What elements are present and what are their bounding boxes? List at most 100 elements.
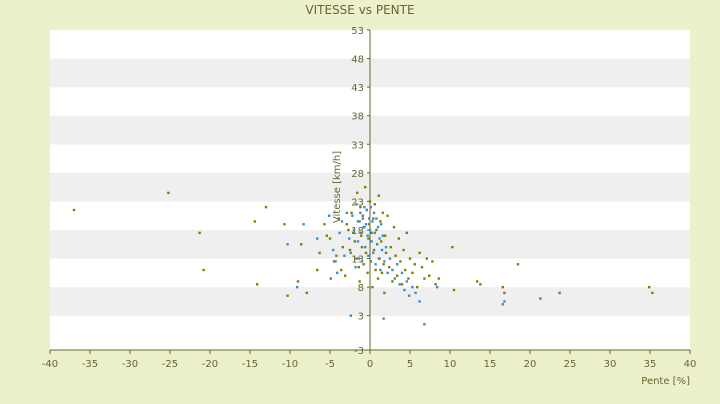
data-point-blue [382,317,385,320]
data-point-olive [411,271,414,275]
x-tick-label: 5 [407,359,413,370]
data-point-olive [501,285,504,289]
data-point-blue [352,228,356,232]
y-tick-label: 8 [358,283,364,294]
data-point-blue [373,231,376,235]
data-point-blue [328,214,331,217]
data-point-blue [361,217,364,220]
data-point-olive [358,280,361,283]
data-point-olive [391,280,394,283]
data-point-blue [355,203,358,206]
data-point-olive [345,223,348,226]
data-point-olive [428,274,431,277]
data-point-olive [323,223,326,226]
y-tick-label: 48 [351,55,364,66]
y-tick-label: 43 [351,83,364,94]
data-point-olive [356,220,360,223]
x-tick-label: -40 [42,359,58,370]
data-point-blue [372,211,376,215]
data-point-blue [348,237,351,240]
x-tick-label: -30 [122,359,138,370]
data-point-blue [370,240,373,243]
data-point-olive [383,291,386,295]
data-point-olive [476,280,479,283]
data-point-olive [452,288,456,292]
data-point-olive [296,280,300,283]
y-tick-label: 18 [351,226,364,237]
data-point-olive [420,265,424,269]
data-point-olive [253,220,256,223]
data-point-blue [367,254,370,257]
data-point-olive [369,260,372,263]
data-point-blue [369,205,372,209]
data-point-blue [364,245,367,249]
data-point-olive [413,263,416,266]
data-point-blue [357,257,360,260]
data-point-olive [418,251,421,255]
data-point-olive [416,285,419,289]
data-point-olive [286,294,289,297]
data-point-blue [378,237,381,240]
data-point-blue [376,243,379,246]
data-point-blue [296,285,299,289]
data-point-blue [388,257,392,260]
data-point-blue [334,260,337,263]
data-point-olive [374,268,377,272]
data-point-olive [431,260,434,263]
data-point-blue [380,248,384,252]
data-point-blue [405,280,408,283]
data-point-blue [349,251,352,255]
data-point-olive [337,217,340,220]
data-point-blue [340,220,344,223]
x-tick-label: 35 [644,359,657,370]
data-point-blue [286,243,289,246]
data-point-olive [380,271,384,275]
chart-title: VITESSE vs PENTE [305,3,414,17]
data-point-blue [316,237,319,240]
data-point-blue [398,283,401,286]
data-point-blue [374,263,377,266]
data-point-blue [408,294,411,297]
data-point-blue [400,271,404,275]
data-point-olive [325,234,328,237]
data-point-blue [365,208,368,212]
data-point-olive [451,245,454,249]
data-point-olive [362,263,365,266]
data-point-blue [368,217,371,220]
data-point-olive [479,283,482,286]
data-point-olive [361,214,364,217]
y-tick-label: 3 [358,312,364,323]
data-point-olive [423,277,426,280]
data-point-olive [366,271,369,275]
data-point-olive [300,243,303,246]
data-point-olive [350,211,353,215]
x-tick-label: 15 [484,359,497,370]
data-point-olive [305,291,308,295]
data-point-olive [405,231,408,235]
data-point-olive [344,274,347,277]
data-point-olive [316,268,319,272]
data-point-blue [371,220,374,223]
data-point-olive [396,274,399,277]
data-point-olive [386,214,389,217]
data-point-blue [403,288,406,292]
data-point-olive [360,234,363,237]
data-point-olive [408,257,412,260]
data-point-blue [360,231,363,235]
data-point-olive [352,231,355,235]
data-point-olive [380,240,383,243]
y-tick-label: 38 [351,112,364,123]
data-point-olive [437,277,440,280]
data-point-blue [332,248,335,252]
data-point-olive [407,277,410,280]
data-point-olive [357,265,360,269]
x-tick-label: 0 [367,359,373,370]
data-point-blue [364,223,368,226]
data-point-blue [411,285,414,289]
data-point-blue [376,225,380,229]
data-point-blue [362,225,365,229]
data-point-blue [302,223,305,226]
x-tick-label: -20 [202,359,218,370]
data-point-blue [351,214,354,217]
